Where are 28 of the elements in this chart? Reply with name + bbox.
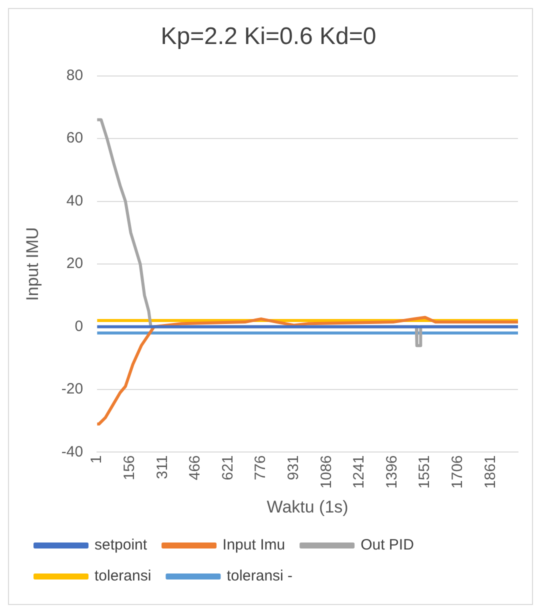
x-tick-label: 621 — [219, 455, 236, 480]
x-tick-label: 1551 — [416, 455, 434, 489]
y-tick-label: -40 — [61, 443, 84, 460]
x-tick-label: 1861 — [482, 455, 499, 489]
y-axis-title: Input IMU — [22, 227, 42, 301]
x-tick-label: 1241 — [350, 455, 368, 489]
chart-title: Kp=2.2 Ki=0.6 Kd=0 — [160, 23, 376, 50]
x-tick-label: 1706 — [449, 455, 466, 489]
x-tick-label: 1 — [88, 455, 106, 464]
legend-label: Out PID — [360, 536, 414, 554]
legend-label: toleransi — [94, 568, 152, 585]
y-tick-label: 20 — [66, 255, 84, 272]
legend-label: toleransi - — [226, 568, 293, 585]
x-tick-label: 466 — [186, 455, 204, 480]
legend-label: Input Imu — [222, 536, 286, 554]
y-tick-label: 40 — [66, 192, 84, 210]
x-tick-label: 156 — [121, 455, 138, 480]
y-tick-label: 0 — [74, 318, 84, 335]
y-tick-label: -20 — [61, 380, 84, 398]
legend-label: setpoint — [94, 536, 148, 554]
y-tick-label: 80 — [66, 66, 84, 84]
x-tick-label: 311 — [154, 455, 171, 480]
x-tick-label: 1396 — [383, 455, 400, 489]
x-tick-label: 1086 — [318, 455, 335, 489]
y-tick-label: 60 — [66, 130, 84, 147]
x-tick-label: 776 — [252, 455, 270, 480]
x-tick-label: 931 — [285, 455, 302, 480]
x-axis-title: Waktu (1s) — [266, 497, 348, 516]
